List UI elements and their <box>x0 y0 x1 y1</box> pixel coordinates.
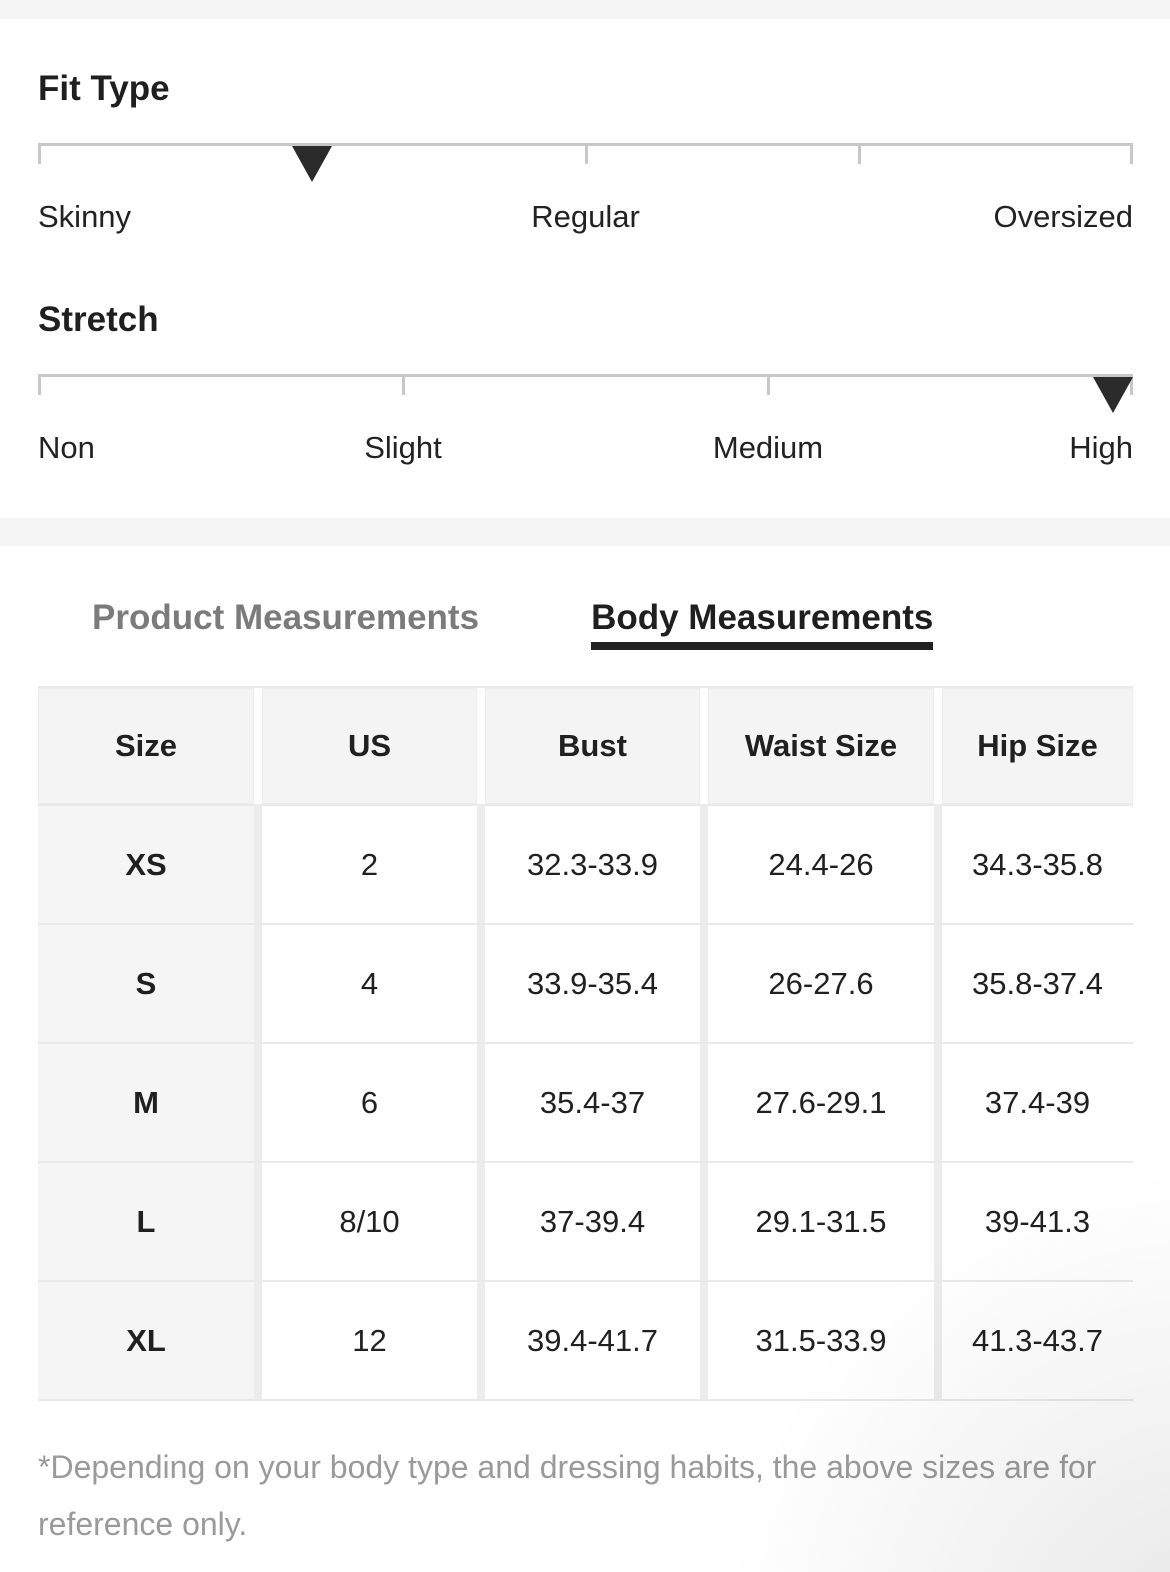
size-cell: XS <box>38 806 254 923</box>
bust-cell: 32.3-33.9 <box>485 806 700 923</box>
marker-triangle-icon <box>291 146 332 182</box>
size-cell: L <box>38 1163 254 1280</box>
table-row: M 6 35.4-37 27.6-29.1 37.4-39 <box>38 1042 1133 1161</box>
waist-cell: 26-27.6 <box>708 925 934 1042</box>
fit-type-tick <box>858 143 862 164</box>
bust-cell: 33.9-35.4 <box>485 925 700 1042</box>
stretch-slider: Non Slight Medium High <box>38 374 1133 506</box>
waist-cell: 31.5-33.9 <box>708 1282 934 1399</box>
slider-label-regular: Regular <box>531 199 640 234</box>
fit-type-slider: Skinny Regular Oversized <box>38 143 1133 275</box>
hip-cell: 34.3-35.8 <box>942 806 1133 923</box>
stretch-track <box>38 374 1133 377</box>
stretch-tick <box>767 374 770 395</box>
us-cell: 12 <box>262 1282 477 1399</box>
table-row: L 8/10 37-39.4 29.1-31.5 39-41.3 <box>38 1161 1133 1280</box>
table-row: XS 2 32.3-33.9 24.4-26 34.3-35.8 <box>38 804 1133 923</box>
hip-cell: 41.3-43.7 <box>942 1282 1133 1399</box>
fit-type-tick <box>1130 143 1133 164</box>
column-header-size: Size <box>38 688 254 804</box>
stretch-tick <box>38 374 41 395</box>
column-header-bust: Bust <box>485 688 700 804</box>
body-measurements-table: Size US Bust Waist Size Hip Size XS 2 32… <box>38 686 1133 1401</box>
hip-cell: 39-41.3 <box>942 1163 1133 1280</box>
bust-cell: 35.4-37 <box>485 1044 700 1161</box>
slider-label-high: High <box>1069 430 1133 465</box>
top-strip <box>0 0 1170 19</box>
column-header-hip: Hip Size <box>942 688 1133 804</box>
fit-type-tick <box>38 143 41 164</box>
table-row: S 4 33.9-35.4 26-27.6 35.8-37.4 <box>38 923 1133 1042</box>
reference-footnote: *Depending on your body type and dressin… <box>38 1449 1097 1542</box>
waist-cell: 24.4-26 <box>708 806 934 923</box>
stretch-tick <box>401 374 405 395</box>
us-cell: 8/10 <box>262 1163 477 1280</box>
waist-cell: 27.6-29.1 <box>708 1044 934 1161</box>
fit-type-tick <box>584 143 588 164</box>
tab-body-measurements[interactable]: Body Measurements <box>591 598 934 650</box>
slider-label-medium: Medium <box>712 430 824 465</box>
bust-cell: 39.4-41.7 <box>485 1282 700 1399</box>
bust-cell: 37-39.4 <box>485 1163 700 1280</box>
size-cell: M <box>38 1044 254 1161</box>
marker-triangle-icon <box>1093 377 1133 413</box>
fit-stretch-section: Fit Type Skinny Regular Oversized Stretc… <box>0 69 1170 506</box>
stretch-title: Stretch <box>38 300 159 339</box>
slider-label-non: Non <box>38 430 95 465</box>
waist-cell: 29.1-31.5 <box>708 1163 934 1280</box>
size-cell: XL <box>38 1282 254 1399</box>
slider-label-oversized: Oversized <box>993 199 1133 234</box>
slider-label-slight: Slight <box>364 430 442 465</box>
measurements-tabs: Product Measurements Body Measurements <box>0 598 1170 650</box>
size-cell: S <box>38 925 254 1042</box>
fit-type-title: Fit Type <box>38 69 170 108</box>
section-divider <box>0 518 1170 546</box>
hip-cell: 35.8-37.4 <box>942 925 1133 1042</box>
tab-product-measurements[interactable]: Product Measurements <box>92 598 480 637</box>
us-cell: 4 <box>262 925 477 1042</box>
fit-type-labels: Skinny Regular Oversized <box>38 199 1133 239</box>
us-cell: 2 <box>262 806 477 923</box>
slider-label-skinny: Skinny <box>38 199 132 234</box>
table-row: XL 12 39.4-41.7 31.5-33.9 41.3-43.7 <box>38 1280 1133 1399</box>
hip-cell: 37.4-39 <box>942 1044 1133 1161</box>
table-header-row: Size US Bust Waist Size Hip Size <box>38 686 1133 804</box>
stretch-labels: Non Slight Medium High <box>38 430 1133 470</box>
us-cell: 6 <box>262 1044 477 1161</box>
column-header-waist: Waist Size <box>708 688 934 804</box>
column-header-us: US <box>262 688 477 804</box>
